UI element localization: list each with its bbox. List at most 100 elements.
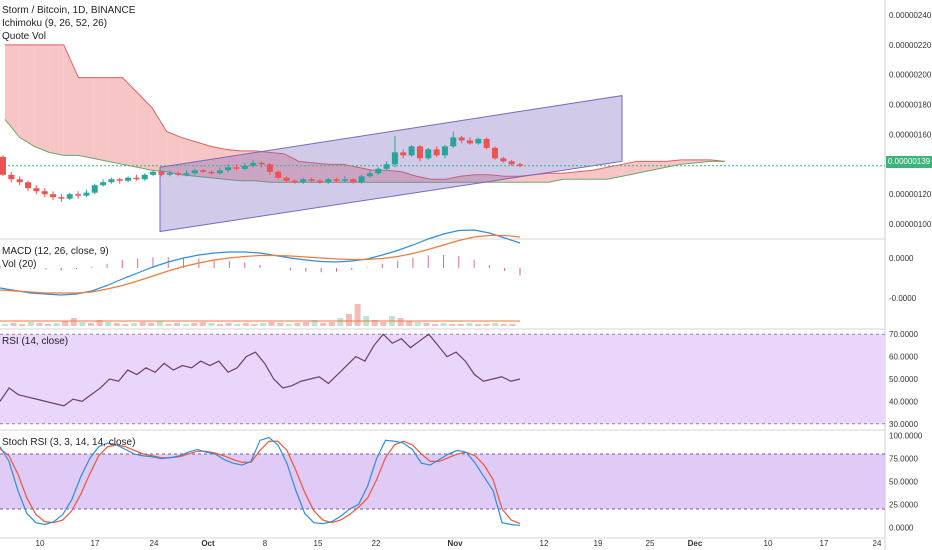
volume-bar xyxy=(251,324,258,326)
span-b-line xyxy=(4,119,725,183)
volume-bar xyxy=(500,324,507,326)
stoch-k-line xyxy=(0,436,521,527)
ichimoku-cloud-segment xyxy=(563,171,579,180)
candle-body xyxy=(75,194,82,196)
candle-body xyxy=(141,174,148,180)
candle-body xyxy=(83,192,90,196)
stoch-band xyxy=(0,454,885,509)
volume-bar xyxy=(328,322,335,326)
ichimoku-cloud-segment xyxy=(298,161,314,183)
stoch-d-line xyxy=(0,440,521,525)
current-price-badge: 0.00000139 xyxy=(886,156,932,168)
candle-body xyxy=(191,170,198,174)
price-tick-label: 0.00000160 xyxy=(889,130,932,139)
ichimoku-cloud-segment xyxy=(636,161,652,174)
volume-bar xyxy=(174,323,180,326)
volume-bar xyxy=(268,322,275,326)
candle-body xyxy=(16,179,23,183)
candle-body xyxy=(58,197,65,199)
volume-bar xyxy=(148,323,155,326)
candle-body xyxy=(150,171,157,175)
candle-body xyxy=(116,179,123,181)
volume-bar xyxy=(285,324,292,326)
volume-bar xyxy=(354,304,361,326)
volume-bar xyxy=(406,321,413,326)
symbol-title: Storm / Bitcoin, 1D, BINANCE xyxy=(2,5,136,16)
volume-bar xyxy=(131,323,137,326)
rsi-tick-label: 30.0000 xyxy=(889,420,918,429)
candle-body xyxy=(166,173,173,175)
ichimoku-cloud-segment xyxy=(196,141,211,178)
candle-body xyxy=(8,174,15,180)
candle-body xyxy=(283,177,290,181)
ichimoku-cloud-segment xyxy=(592,167,608,180)
volume-bar xyxy=(70,318,77,326)
volume-bar xyxy=(96,320,103,326)
ichimoku-cloud-segment xyxy=(622,161,637,177)
candle-body xyxy=(208,171,215,174)
time-tick-label: 17 xyxy=(91,539,100,548)
ichimoku-cloud-segment xyxy=(431,179,446,183)
volume-bar xyxy=(397,318,404,326)
volume-bar xyxy=(19,324,26,326)
rsi-tick-label: 60.0000 xyxy=(889,353,918,362)
macd-legend[interactable]: MACD (12, 26, close, 9) xyxy=(2,246,109,257)
candle-body xyxy=(300,179,307,183)
candle-body xyxy=(258,162,265,165)
volume-bar xyxy=(337,318,344,326)
candle-body xyxy=(125,177,132,181)
volume-bar xyxy=(62,321,69,326)
ichimoku-legend[interactable]: Ichimoku (9, 26, 52, 26) xyxy=(2,18,108,29)
ichimoku-cloud-segment xyxy=(607,164,623,180)
price-tick-label: 0.00000220 xyxy=(889,41,932,50)
candle-body xyxy=(358,176,365,183)
volume-bar xyxy=(475,324,481,326)
rsi-line xyxy=(0,333,521,407)
quote-vol-legend[interactable]: Quote Vol xyxy=(2,31,46,42)
ichimoku-cloud-segment xyxy=(387,170,402,183)
ichimoku-cloud-segment xyxy=(151,107,167,172)
ichimoku-cloud-segment xyxy=(107,77,123,165)
candle-body xyxy=(416,146,423,159)
volume-bar xyxy=(260,323,266,326)
candle-body xyxy=(366,173,373,177)
ichimoku-cloud-segment xyxy=(460,174,476,183)
volume-bar xyxy=(311,320,318,326)
rsi-tick-label: 40.0000 xyxy=(889,397,918,406)
volume-bar xyxy=(122,324,129,326)
volume-bar xyxy=(234,324,241,326)
macd-line xyxy=(0,229,521,296)
stoch-tick-label: 50.0000 xyxy=(889,478,918,487)
ichimoku-cloud-segment xyxy=(254,150,270,183)
candle-body xyxy=(216,170,223,174)
stoch-legend[interactable]: Stoch RSI (3, 3, 14, 14, close) xyxy=(2,437,136,448)
candle-body xyxy=(133,177,140,180)
candle-body xyxy=(200,170,207,172)
vol-legend[interactable]: Vol (20) xyxy=(2,259,37,270)
stoch-tick-label: 0.0000 xyxy=(889,523,914,532)
candle-body xyxy=(25,182,32,189)
volume-bar xyxy=(346,314,352,326)
time-tick-label: 10 xyxy=(764,539,773,548)
candle-body xyxy=(391,152,398,165)
candle-body xyxy=(250,162,257,166)
volume-bar xyxy=(242,323,249,326)
rsi-band xyxy=(0,334,885,424)
volume-bar xyxy=(466,323,473,326)
ichimoku-cloud-segment xyxy=(342,164,358,183)
volume-bar xyxy=(191,323,198,326)
price-tick-label: 0.00000100 xyxy=(889,220,932,229)
volume-bar xyxy=(79,322,86,326)
ichimoku-cloud-segment xyxy=(137,92,152,171)
volume-bar xyxy=(492,323,499,326)
volume-bar xyxy=(199,322,206,326)
volume-bar xyxy=(105,322,112,326)
candle-body xyxy=(475,138,482,144)
volume-bar xyxy=(165,324,172,326)
time-tick-label: 24 xyxy=(873,539,882,548)
rsi-legend[interactable]: RSI (14, close) xyxy=(2,336,69,347)
candle-body xyxy=(183,173,190,175)
candle-body xyxy=(350,179,357,183)
candle-body xyxy=(275,171,282,178)
